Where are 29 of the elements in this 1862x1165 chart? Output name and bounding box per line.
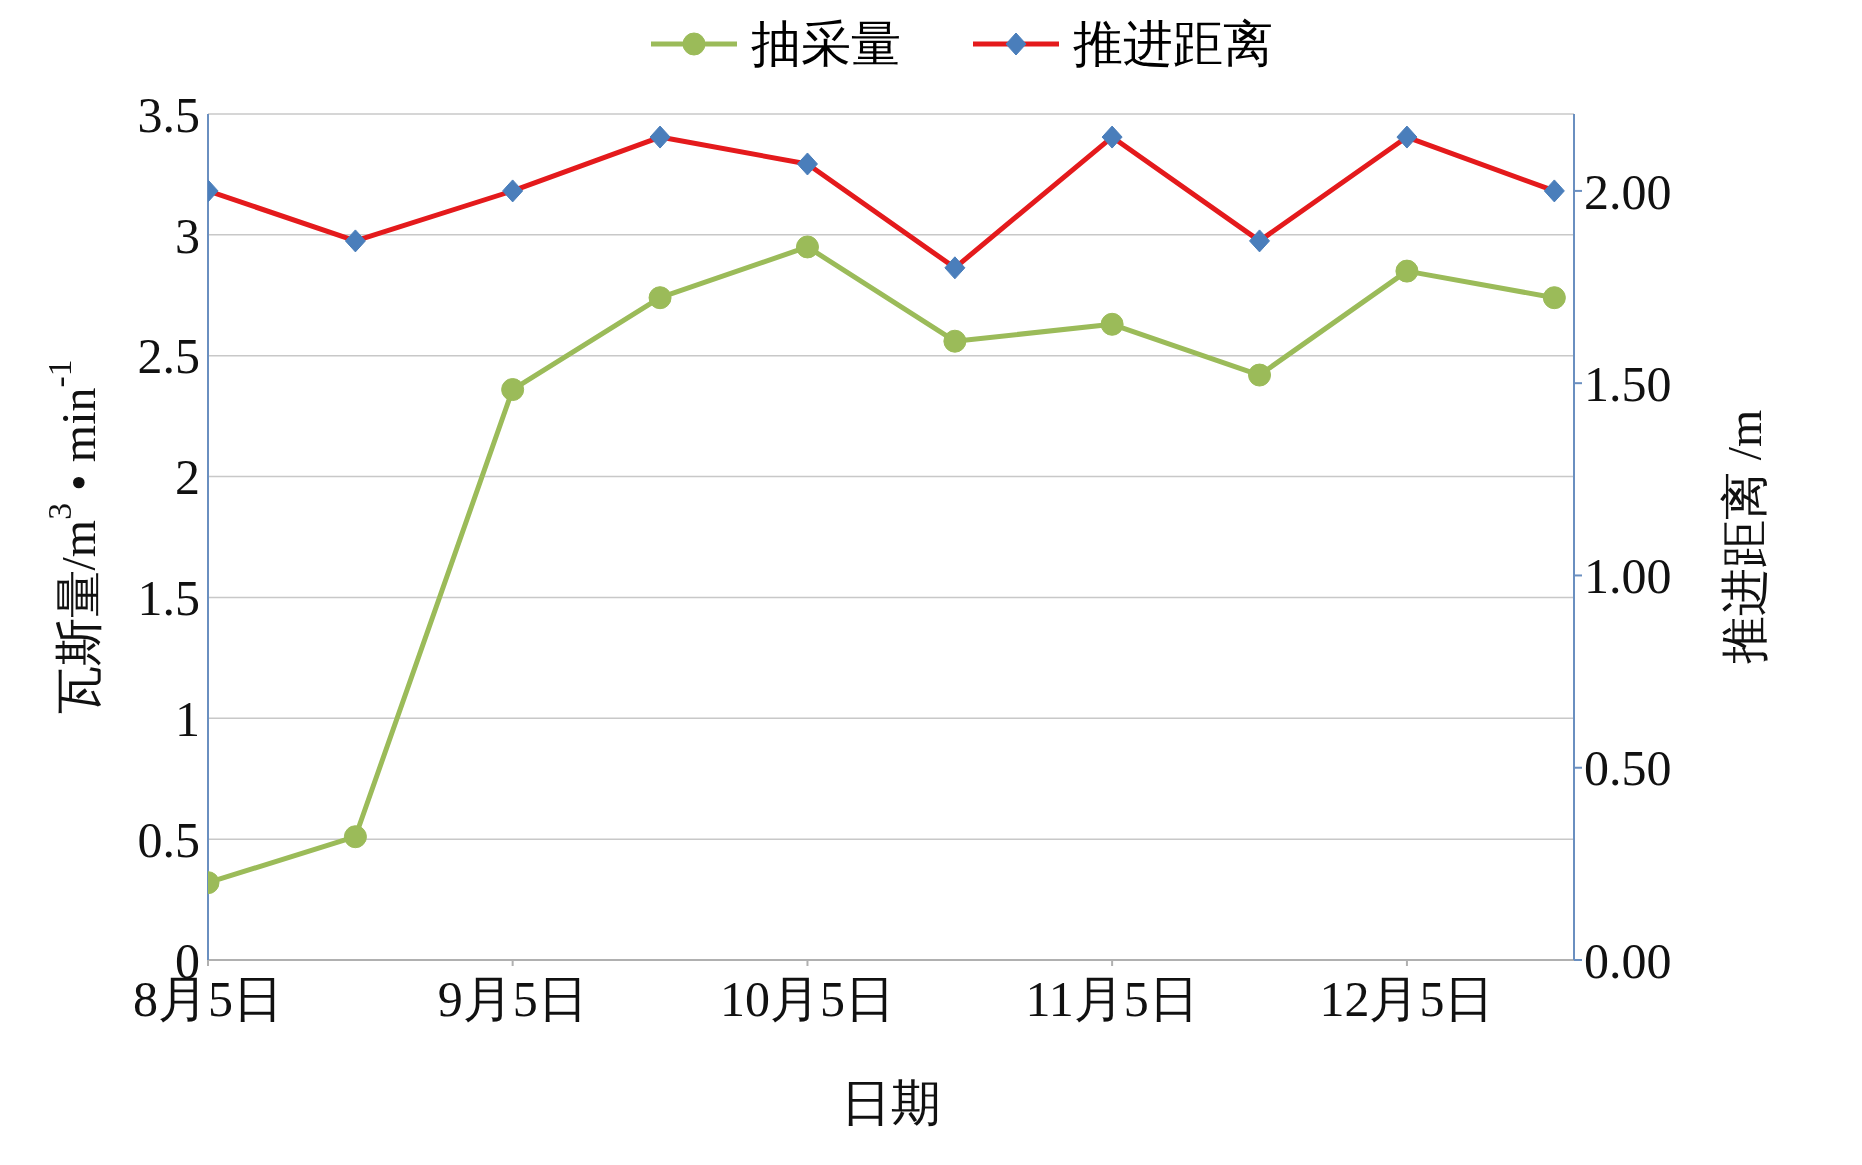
point [1248, 363, 1272, 387]
y2-tick-label: 0.00 [1584, 932, 1672, 989]
y-tick-label: 2.5 [137, 328, 200, 385]
x-tick-label: 9月5日 [437, 970, 588, 1027]
x-tick-label: 10月5日 [719, 970, 895, 1027]
x-tick-label: 11月5日 [1025, 970, 1199, 1027]
point [648, 286, 672, 310]
y2-tick-label: 1.00 [1584, 548, 1672, 605]
y-tick-label: 2 [175, 449, 200, 506]
point [795, 235, 819, 259]
point [943, 329, 967, 353]
point [343, 825, 367, 849]
x-tick-label: 12月5日 [1319, 970, 1495, 1027]
y-tick-label: 1.5 [137, 570, 200, 627]
y-tick-label: 3 [175, 207, 200, 264]
y2-tick-label: 2.00 [1584, 163, 1672, 220]
y2-tick-label: 1.50 [1584, 355, 1672, 412]
y2-axis-title: 推进距离 /m [1717, 409, 1771, 665]
point [1542, 286, 1566, 310]
y-tick-label: 3.5 [137, 86, 200, 143]
point [1100, 312, 1124, 336]
legend-label: 抽采量 [751, 14, 901, 74]
y-tick-label: 0.5 [137, 811, 200, 868]
legend-label: 推进距离 [1073, 14, 1273, 74]
y-tick-label: 1 [175, 691, 200, 748]
point [501, 378, 525, 402]
point [1395, 259, 1419, 283]
x-axis-title: 日期 [841, 1075, 941, 1131]
y2-tick-label: 0.50 [1584, 740, 1672, 797]
